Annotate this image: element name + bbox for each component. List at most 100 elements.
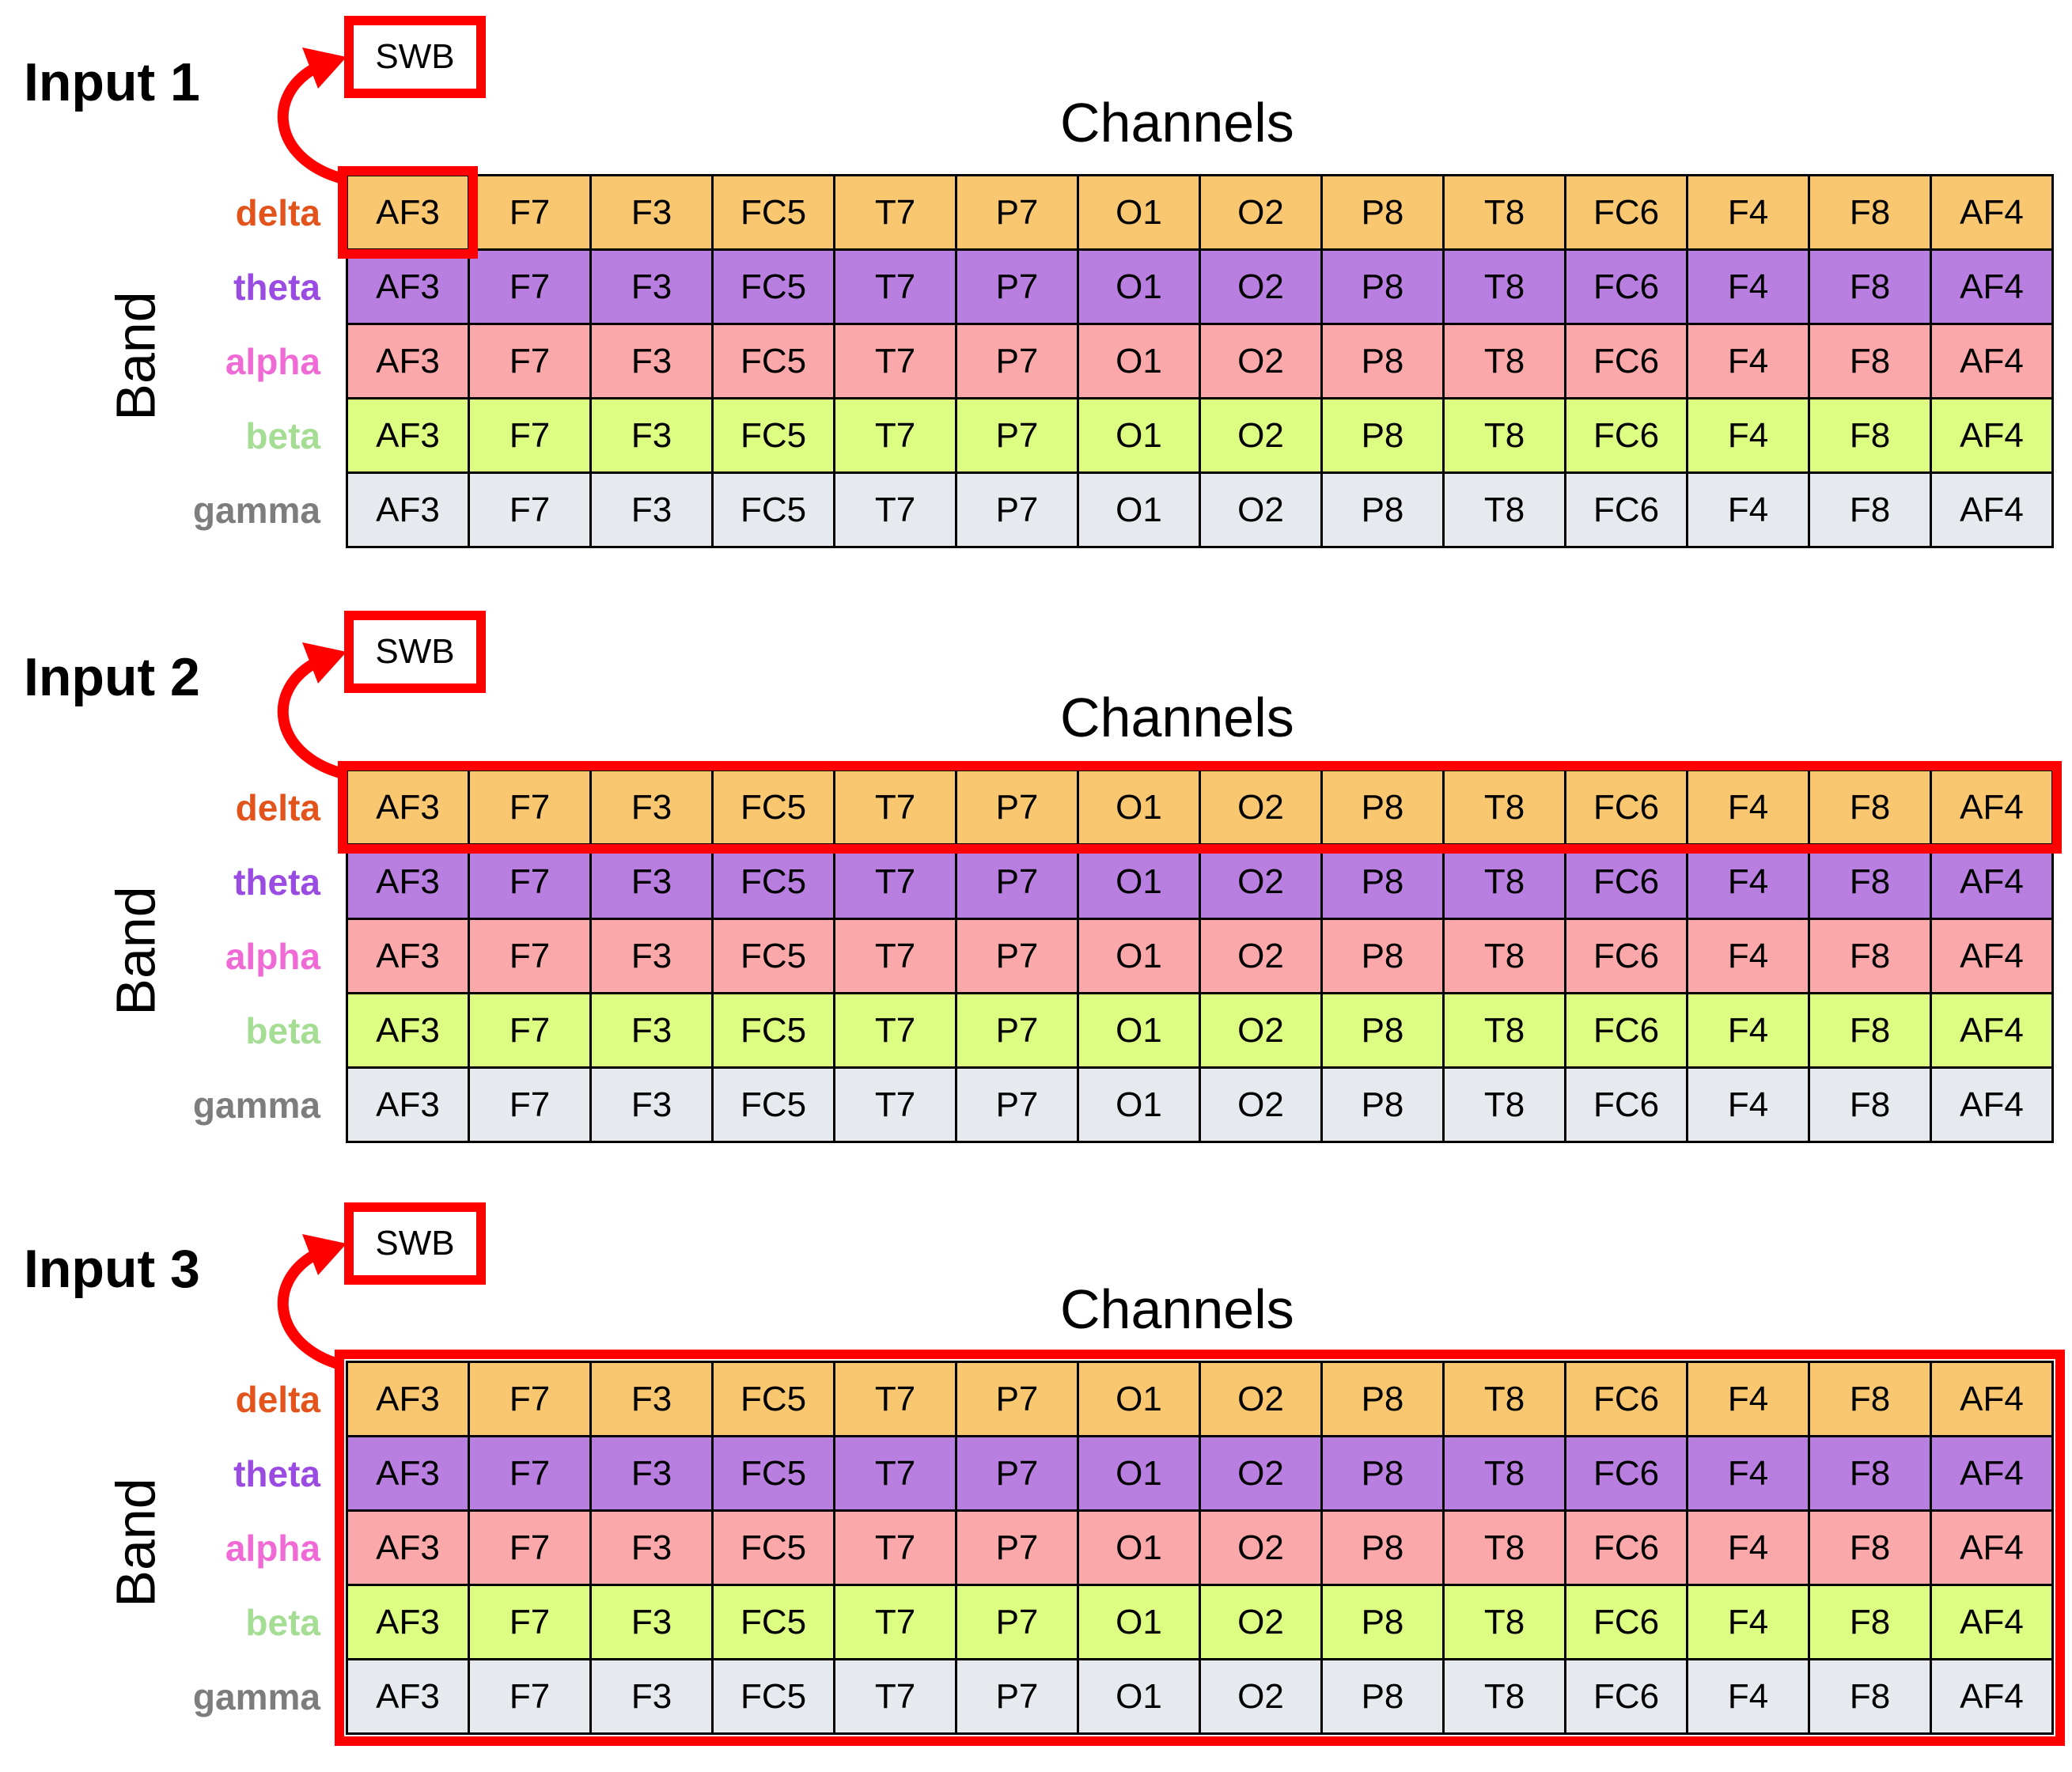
- grid-cell: F3: [592, 399, 714, 474]
- grid-cell: T7: [835, 846, 957, 920]
- grid-cell: FC6: [1566, 771, 1688, 846]
- grid-cell: AF3: [348, 994, 470, 1069]
- grid-cell: F4: [1688, 1586, 1810, 1660]
- grid-cell: F8: [1810, 1660, 1932, 1735]
- grid-cell: T8: [1445, 846, 1566, 920]
- grid-cell: T7: [835, 1512, 957, 1586]
- grid-cell: AF4: [1932, 771, 2054, 846]
- band-label-delta: delta: [235, 1379, 320, 1420]
- grid-cell: AF4: [1932, 1069, 2054, 1143]
- grid-cell: P7: [957, 771, 1079, 846]
- grid-cell: FC5: [714, 846, 835, 920]
- grid-cell: O1: [1079, 1512, 1201, 1586]
- grid-cell: T8: [1445, 1069, 1566, 1143]
- grid-cell: F4: [1688, 474, 1810, 548]
- grid-cell: F7: [470, 1069, 592, 1143]
- grid-cell: P7: [957, 1069, 1079, 1143]
- grid-cell: F4: [1688, 994, 1810, 1069]
- grid-cell: P7: [957, 1363, 1079, 1437]
- grid-cell: O1: [1079, 176, 1201, 251]
- grid-cell: F4: [1688, 176, 1810, 251]
- band-label-alpha: alpha: [225, 936, 320, 977]
- swb-label: SWB: [375, 37, 455, 76]
- grid-cell: P8: [1323, 846, 1445, 920]
- grid-cell: P8: [1323, 1069, 1445, 1143]
- grid-cell: AF3: [348, 1512, 470, 1586]
- grid-cell: O2: [1201, 1069, 1323, 1143]
- grid-cell: FC6: [1566, 1586, 1688, 1660]
- grid-cell: F7: [470, 771, 592, 846]
- grid-cell: P7: [957, 251, 1079, 325]
- grid-cell: FC5: [714, 1660, 835, 1735]
- grid-cell: AF4: [1932, 1437, 2054, 1512]
- grid-cell: F3: [592, 1586, 714, 1660]
- grid-cell: AF4: [1932, 1512, 2054, 1586]
- grid-cell: AF4: [1932, 325, 2054, 399]
- swb-label: SWB: [375, 1224, 455, 1263]
- grid-cell: O2: [1201, 920, 1323, 994]
- grid-cell: O1: [1079, 920, 1201, 994]
- grid-cell: O2: [1201, 1437, 1323, 1512]
- grid-cell: O1: [1079, 771, 1201, 846]
- grid-cell: F3: [592, 251, 714, 325]
- grid-cell: F3: [592, 325, 714, 399]
- grid-cell: T8: [1445, 251, 1566, 325]
- grid-cell: FC6: [1566, 1069, 1688, 1143]
- grid-cell: FC5: [714, 1069, 835, 1143]
- grid-cell: O1: [1079, 846, 1201, 920]
- grid-cell: T8: [1445, 474, 1566, 548]
- grid-cell: FC6: [1566, 846, 1688, 920]
- input-title: Input 3: [24, 1239, 200, 1299]
- grid-cell: T7: [835, 1069, 957, 1143]
- band-label-gamma: gamma: [192, 490, 320, 531]
- grid-cell: F4: [1688, 920, 1810, 994]
- grid-cell: T7: [835, 325, 957, 399]
- grid-cell: O1: [1079, 1069, 1201, 1143]
- grid-cell: P8: [1323, 1586, 1445, 1660]
- band-label-gamma: gamma: [192, 1676, 320, 1717]
- grid-cell: T8: [1445, 1363, 1566, 1437]
- grid-cell: O2: [1201, 1660, 1323, 1735]
- grid-cell: AF3: [348, 1586, 470, 1660]
- grid-cell: O2: [1201, 399, 1323, 474]
- grid-cell: O2: [1201, 994, 1323, 1069]
- grid-cell: P7: [957, 1586, 1079, 1660]
- grid-cell: F7: [470, 325, 592, 399]
- grid-cell: T7: [835, 251, 957, 325]
- grid-cell: FC5: [714, 1363, 835, 1437]
- grid-cell: F4: [1688, 399, 1810, 474]
- grid-cell: T7: [835, 176, 957, 251]
- channels-axis-label: Channels: [1060, 1278, 1294, 1340]
- grid-cell: F7: [470, 1363, 592, 1437]
- grid-cell: FC6: [1566, 994, 1688, 1069]
- grid-cell: T7: [835, 1660, 957, 1735]
- grid-cell: FC6: [1566, 251, 1688, 325]
- grid-cell: F3: [592, 846, 714, 920]
- grid-cell: AF4: [1932, 920, 2054, 994]
- grid-cell: F7: [470, 1512, 592, 1586]
- grid-cell: F8: [1810, 846, 1932, 920]
- curved-arrow-icon: [277, 642, 347, 778]
- band-label-theta: theta: [233, 1453, 320, 1494]
- grid-cell: P8: [1323, 920, 1445, 994]
- grid-cell: P7: [957, 399, 1079, 474]
- grid-cell: P7: [957, 325, 1079, 399]
- grid-cell: O2: [1201, 474, 1323, 548]
- grid-cell: AF3: [348, 176, 470, 251]
- band-label-alpha: alpha: [225, 1528, 320, 1569]
- grid-cell: FC5: [714, 176, 835, 251]
- grid-cell: P8: [1323, 176, 1445, 251]
- input-panel: Input 3 SWB Channels Band delta theta alpha bet…: [0, 1187, 2072, 1772]
- grid-cell: O1: [1079, 325, 1201, 399]
- grid-cell: FC5: [714, 325, 835, 399]
- swb-box: SWB: [344, 611, 486, 693]
- grid-cell: FC6: [1566, 176, 1688, 251]
- band-label-theta: theta: [233, 267, 320, 308]
- grid-cell: O2: [1201, 1363, 1323, 1437]
- grid-cell: FC5: [714, 920, 835, 994]
- swb-box: SWB: [344, 1202, 486, 1285]
- grid-cell: O1: [1079, 994, 1201, 1069]
- channel-band-grid: AF3 F7 F3 FC5 T7 P7 O1 O2 P8 T8 FC6 F4 F8 AF4 AF3 F7 F3 F…: [346, 1361, 2054, 1735]
- grid-cell: O1: [1079, 474, 1201, 548]
- grid-cell: F3: [592, 474, 714, 548]
